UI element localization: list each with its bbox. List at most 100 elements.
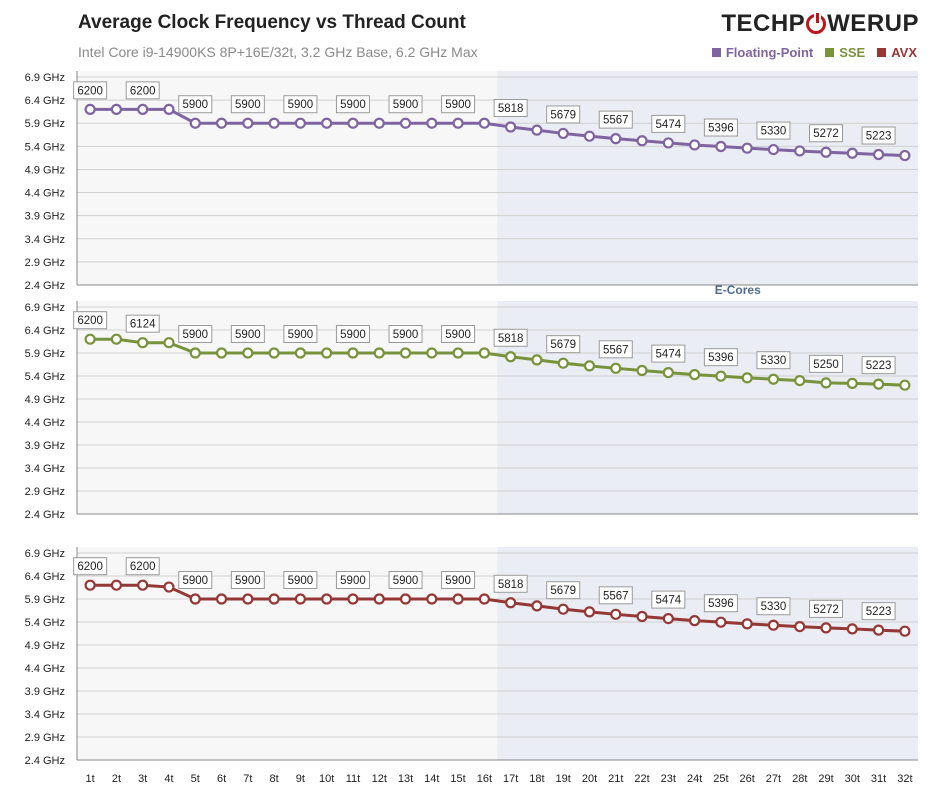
data-point bbox=[215, 117, 228, 129]
data-label-box bbox=[756, 351, 791, 370]
x-tick-label: 31t bbox=[871, 773, 886, 785]
data-point bbox=[636, 135, 648, 147]
data-point bbox=[242, 347, 254, 359]
data-point bbox=[662, 612, 674, 625]
data-point bbox=[741, 372, 753, 384]
data-label: 5567 bbox=[603, 590, 629, 602]
y-tick-label: 2.4 GHz bbox=[25, 509, 65, 521]
data-point bbox=[846, 623, 858, 635]
y-tick-label: 3.9 GHz bbox=[25, 211, 65, 223]
x-tick-label: 21t bbox=[608, 773, 623, 785]
data-point bbox=[163, 581, 175, 593]
x-tick-label: 3t bbox=[138, 773, 147, 785]
data-label-box bbox=[335, 571, 370, 589]
data-point bbox=[557, 127, 569, 140]
data-label-box bbox=[441, 325, 476, 343]
data-label-box bbox=[178, 325, 213, 343]
data-label: 5223 bbox=[866, 131, 892, 143]
data-point bbox=[137, 579, 149, 591]
e-core-region bbox=[497, 547, 918, 760]
y-tick-label: 6.9 GHz bbox=[25, 72, 65, 84]
data-label-box bbox=[809, 124, 844, 143]
data-label-box bbox=[230, 325, 265, 343]
x-tick-label: 15t bbox=[450, 773, 465, 785]
data-label-box bbox=[335, 95, 370, 114]
data-label-box bbox=[809, 599, 844, 618]
data-label-box bbox=[230, 571, 265, 589]
data-point bbox=[794, 145, 806, 157]
data-label-box bbox=[283, 571, 318, 589]
data-point bbox=[110, 103, 123, 115]
data-label: 5272 bbox=[813, 128, 839, 140]
data-point bbox=[899, 379, 911, 391]
data-label: 5900 bbox=[235, 99, 261, 111]
data-point bbox=[820, 622, 832, 634]
y-tick-label: 5.9 GHz bbox=[25, 118, 65, 130]
data-point bbox=[767, 143, 780, 156]
data-point bbox=[242, 117, 254, 129]
data-point bbox=[163, 103, 175, 115]
data-label-box bbox=[861, 602, 896, 621]
data-label-box bbox=[283, 325, 318, 343]
legend-swatch bbox=[711, 48, 721, 57]
data-label-box bbox=[703, 594, 738, 613]
y-tick-label: 2.9 GHz bbox=[25, 257, 65, 269]
data-point bbox=[294, 347, 306, 359]
y-tick-label: 4.4 GHz bbox=[25, 417, 65, 429]
y-tick-label: 3.4 GHz bbox=[25, 709, 65, 721]
data-label-box bbox=[493, 574, 528, 593]
legend-item-avx: AVX bbox=[877, 45, 917, 60]
legend-item-floating-point: Floating-Point bbox=[711, 45, 814, 60]
y-tick-label: 5.4 GHz bbox=[25, 371, 65, 383]
e-core-region bbox=[497, 71, 918, 285]
data-label-box bbox=[125, 314, 160, 333]
x-tick-label: 28t bbox=[792, 773, 807, 785]
data-point bbox=[321, 117, 333, 129]
data-point bbox=[662, 366, 674, 379]
data-point bbox=[794, 375, 806, 387]
e-cores-label: E-Cores bbox=[715, 283, 761, 297]
data-label: 5900 bbox=[235, 329, 261, 341]
x-tick-label: 9t bbox=[296, 773, 305, 785]
data-label-box bbox=[178, 95, 213, 114]
data-point bbox=[531, 124, 543, 136]
data-point bbox=[505, 351, 517, 363]
data-point bbox=[820, 377, 832, 389]
x-tick-label: 25t bbox=[713, 773, 728, 785]
data-label-box bbox=[546, 581, 581, 600]
x-tick-label: 18t bbox=[529, 773, 544, 785]
x-tick-label: 10t bbox=[319, 773, 334, 785]
data-point bbox=[478, 117, 490, 129]
data-point bbox=[636, 364, 648, 377]
x-tick-label: 16t bbox=[477, 773, 492, 785]
data-point bbox=[452, 347, 464, 359]
data-label: 5250 bbox=[813, 359, 839, 371]
data-label-box bbox=[73, 311, 108, 330]
legend-label: Floating-Point bbox=[725, 45, 814, 60]
data-label: 5396 bbox=[708, 598, 734, 610]
legend-label: SSE bbox=[839, 45, 866, 60]
data-point bbox=[294, 593, 306, 605]
x-tick-label: 32t bbox=[897, 773, 912, 785]
data-point bbox=[794, 620, 806, 633]
data-label: 5818 bbox=[498, 103, 524, 115]
data-point bbox=[84, 579, 96, 591]
data-point bbox=[399, 593, 412, 605]
data-point bbox=[321, 593, 333, 605]
data-label-box bbox=[441, 571, 476, 589]
data-point bbox=[505, 121, 517, 133]
data-point bbox=[899, 149, 911, 162]
data-label-box bbox=[756, 597, 791, 616]
data-label: 5223 bbox=[866, 606, 892, 618]
data-label-box bbox=[125, 81, 160, 100]
y-tick-label: 5.9 GHz bbox=[25, 348, 65, 360]
data-label: 5900 bbox=[182, 99, 208, 111]
data-point bbox=[689, 615, 701, 627]
data-label-box bbox=[598, 340, 633, 359]
legend-item-sse: SSE bbox=[825, 45, 865, 60]
chart-subtitle: Intel Core i9-14900KS 8P+16E/32t, 3.2 GH… bbox=[78, 44, 478, 60]
y-tick-label: 3.4 GHz bbox=[25, 463, 65, 475]
x-tick-label: 6t bbox=[217, 773, 226, 785]
data-label: 6200 bbox=[130, 85, 156, 97]
